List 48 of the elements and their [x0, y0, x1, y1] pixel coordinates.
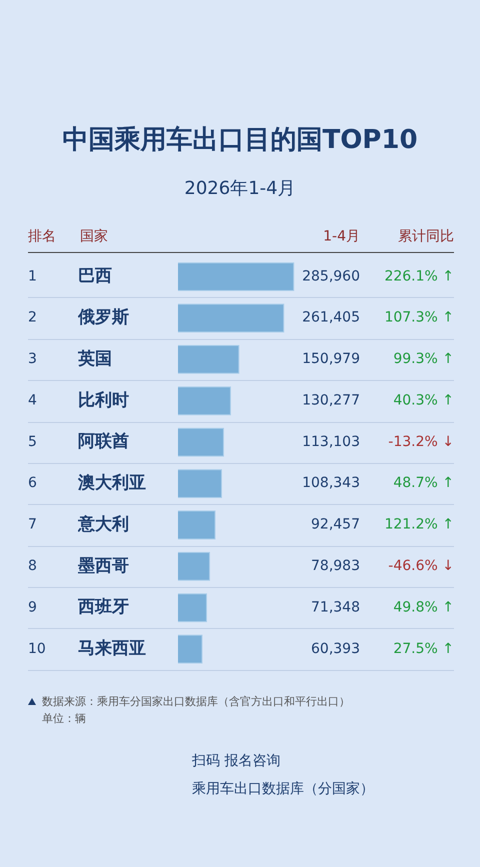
text: 121.2% ↑: [384, 516, 454, 533]
data-label: 92,457: [311, 516, 360, 533]
text: 6: [28, 475, 37, 492]
y-tick-label: 西班牙: [77, 597, 129, 618]
text: 单位：辆: [42, 711, 86, 726]
x-axis-title: 1-4月: [323, 228, 360, 245]
text: 7: [28, 516, 37, 533]
data-label: 285,960: [302, 268, 360, 284]
text: 107.3% ↑: [384, 310, 454, 326]
text: -46.6% ↓: [388, 558, 454, 574]
text: 48.7% ↑: [393, 475, 454, 492]
text: 226.1% ↑: [384, 268, 454, 284]
y-tick-label: 墨西哥: [77, 556, 129, 576]
chart-title: 中国乘用车出口目的国TOP10: [61, 124, 419, 157]
text: 乘用车出口数据库（分国家）: [192, 780, 374, 798]
text: 4: [28, 392, 37, 408]
data-label: 60,393: [311, 640, 360, 657]
text: 排名: [28, 228, 56, 245]
y-tick-label: 马来西亚: [78, 638, 146, 659]
text: 40.3% ↑: [393, 392, 454, 408]
data-label: 113,103: [302, 434, 360, 450]
text: 累计同比: [398, 228, 454, 245]
y-tick-label: 阿联酋: [78, 432, 129, 452]
text: 8: [28, 558, 37, 574]
text: 10: [28, 640, 46, 657]
chart-subtitle: 2026年1-4月: [183, 177, 297, 200]
y-axis-title: 国家: [80, 228, 108, 245]
data-label: 78,983: [311, 558, 360, 574]
data-label: 130,277: [302, 392, 360, 408]
text: 27.5% ↑: [393, 640, 454, 657]
text: 扫码 报名咨询: [192, 752, 280, 770]
data-label: 261,405: [302, 310, 360, 326]
data-label: 150,979: [302, 351, 360, 368]
y-tick-label: 澳大利亚: [77, 473, 146, 494]
y-tick-label: 比利时: [78, 390, 129, 410]
data-label: 108,343: [302, 475, 360, 492]
text: 49.8% ↑: [393, 599, 454, 616]
data-label: 71,348: [311, 599, 360, 616]
source-note: 数据来源：乘用车分国家出口数据库（含官方出口和平行出口）: [42, 694, 350, 709]
text: 1: [28, 268, 37, 284]
y-tick-label: 巴西: [78, 266, 112, 286]
text: 5: [28, 434, 37, 450]
text: 3: [28, 351, 37, 368]
text: 9: [28, 599, 37, 616]
text: 2: [28, 310, 37, 326]
text: 99.3% ↑: [393, 351, 454, 368]
text: -13.2% ↓: [388, 434, 454, 450]
y-tick-label: 英国: [77, 348, 112, 369]
